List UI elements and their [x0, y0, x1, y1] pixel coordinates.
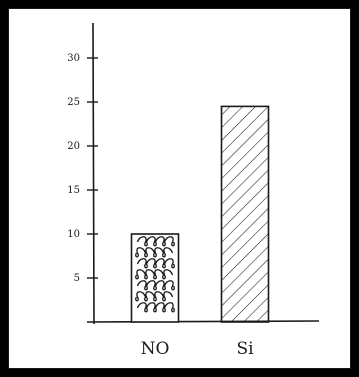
bar-chart: 5 10 15 20 25 30 NO Si: [67, 22, 320, 359]
y-tick-label: 20: [67, 141, 80, 152]
squiggle-fill-no: [135, 236, 175, 313]
y-tick-label: 30: [67, 53, 80, 64]
x-tick-label: NO: [141, 339, 170, 359]
x-tick-label: Si: [236, 339, 254, 359]
x-axis-line: [86, 320, 320, 323]
y-tick-label: 10: [67, 229, 80, 240]
bar-si: [220, 105, 270, 323]
y-axis-line: [92, 22, 95, 325]
y-tick-label: 5: [74, 273, 80, 284]
y-tick-label: 15: [67, 185, 80, 196]
y-tick-label: 25: [67, 97, 80, 108]
chart-paper: 5 10 15 20 25 30 NO Si: [8, 8, 351, 369]
